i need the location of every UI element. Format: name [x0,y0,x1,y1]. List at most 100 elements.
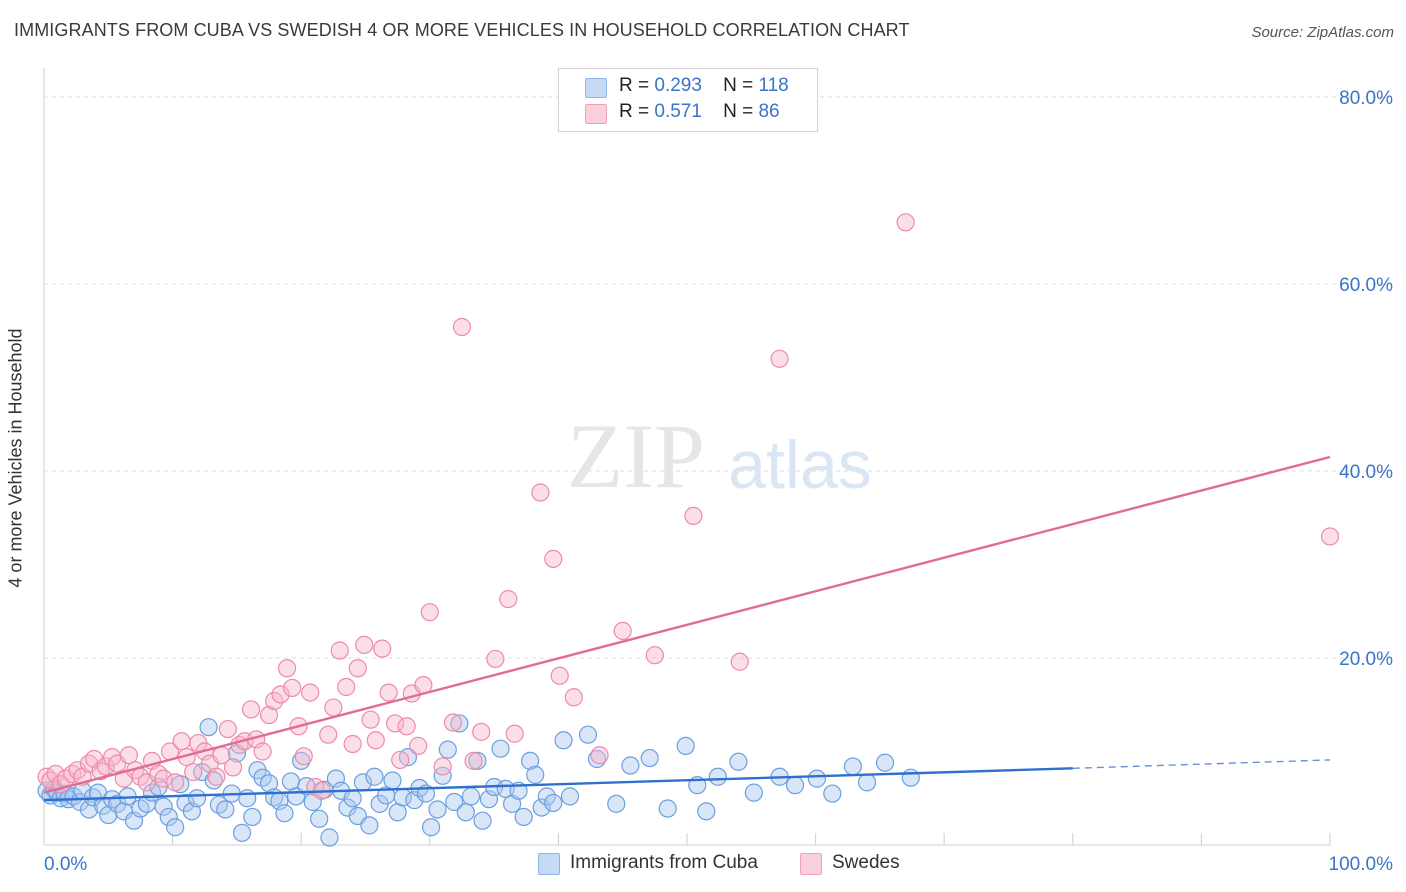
point-cuba [343,789,362,808]
point-cuba [360,816,379,835]
point-cuba [554,731,573,750]
gridlines [44,96,1394,659]
point-cuba [901,768,920,787]
point-swedes [373,639,392,658]
point-swedes [330,641,349,660]
trend-lines [43,455,1331,802]
point-swedes [379,683,398,702]
point-swedes [301,683,320,702]
point-cuba [640,748,659,768]
point-swedes [550,666,569,685]
point-cuba [607,794,626,813]
point-cuba [514,807,533,827]
legend-swatch-swedes [585,104,607,124]
point-swedes [590,746,609,765]
point-swedes [409,736,428,755]
point-swedes [166,773,185,792]
point-cuba [199,718,218,737]
correlation-legend: R = 0.293 N = 118 R = 0.571 N = 86 [558,68,818,132]
point-cuba [259,774,279,793]
point-cuba [532,798,551,817]
point-cuba [473,811,492,830]
point-swedes [531,483,550,502]
legend-r-value: 0.571 [654,101,702,122]
point-swedes [265,691,284,711]
point-swedes [253,742,272,761]
point-cuba [365,767,384,786]
point-cuba [421,818,441,837]
y-tick-label: 40.0% [1339,462,1393,483]
point-swedes [277,659,297,678]
point-swedes [645,646,664,665]
point-cuba [383,771,402,790]
point-swedes [564,688,583,707]
point-cuba [807,769,826,788]
point-cuba [166,818,185,837]
point-swedes [505,724,524,743]
point-cuba [658,799,677,818]
point-swedes [119,746,138,765]
x-tick-label: 0.0% [44,854,87,875]
point-swedes [343,734,362,754]
point-swedes [544,549,563,568]
trend-line-cuba [43,767,1073,802]
watermark: ZIP atlas [567,405,872,507]
y-tick-label: 80.0% [1339,88,1393,109]
point-swedes [223,758,243,777]
point-swedes [96,757,115,776]
point-cuba [461,787,481,806]
point-swedes [172,732,191,751]
point-swedes [154,769,173,788]
point-swedes [361,710,380,729]
legend-r-label: R = [619,75,650,96]
watermark-zip: ZIP [567,405,705,507]
legend-n-label: N = [723,101,754,122]
point-swedes [486,649,505,669]
point-cuba [216,800,235,819]
point-cuba [697,802,716,821]
point-swedes [283,678,302,698]
point-swedes [397,717,416,736]
point-cuba [159,807,178,827]
point-cuba [526,765,545,784]
point-cuba [676,736,695,755]
point-swedes [337,677,356,697]
point-cuba [108,794,127,813]
point-cuba [243,807,262,827]
point-swedes [385,714,405,733]
point-cuba [875,753,895,772]
point-swedes [613,621,632,640]
point-cuba [729,752,748,771]
point-cuba [621,756,640,775]
watermark-atlas: atlas [728,427,872,503]
point-swedes [294,747,313,766]
point-cuba [238,789,257,808]
chart-title: IMMIGRANTS FROM CUBA VS SWEDISH 4 OR MOR… [14,20,910,40]
point-swedes [218,719,237,739]
point-cuba [154,797,173,816]
point-swedes [684,506,703,525]
point-swedes [184,762,203,782]
point-cuba [857,773,877,792]
axes [43,68,1331,846]
point-swedes [1320,527,1340,546]
legend-n-label: N = [723,75,754,96]
point-swedes [896,213,915,232]
point-swedes [348,659,367,678]
point-swedes [770,349,789,368]
point-cuba [578,725,598,744]
point-cuba [491,739,510,758]
point-cuba [310,809,329,828]
point-cuba [503,794,522,813]
point-cuba [521,751,540,770]
legend-swatch-cuba [585,78,607,98]
point-cuba [275,804,294,823]
point-swedes [319,725,338,744]
bottom-legend-swatch-cuba [538,853,560,875]
data-points [37,213,1340,847]
point-swedes [366,731,385,750]
point-cuba [468,751,487,770]
point-swedes [391,750,410,770]
point-cuba [320,828,339,847]
trend-line-cuba-extension [1072,759,1331,770]
